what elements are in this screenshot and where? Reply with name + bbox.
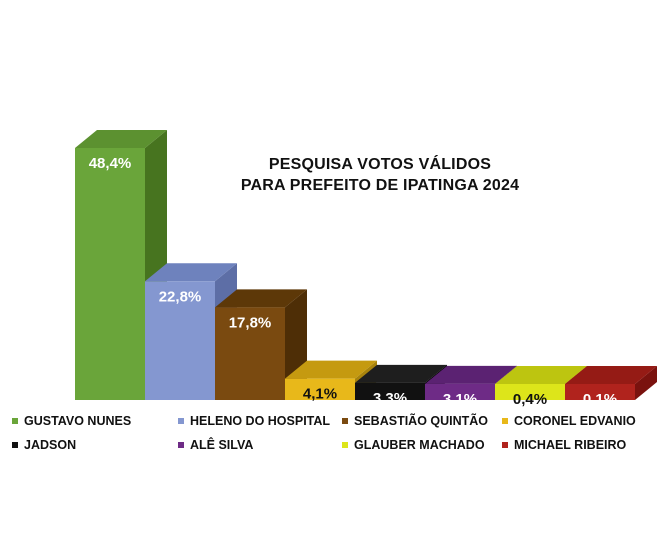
chart-title: PESQUISA VOTOS VÁLIDOS <box>268 156 492 173</box>
legend-label: GLAUBER MACHADO <box>354 438 485 452</box>
legend-item-coronel-edvanio: CORONEL EDVANIO <box>502 414 636 428</box>
data-label-heleno-do-hospital: 22,8% <box>159 288 202 305</box>
chart-subtitle: PARA PREFEITO DE IPATINGA 2024 <box>240 177 520 194</box>
bar-coronel-edvanio <box>285 378 355 400</box>
legend-item-heleno-do-hospital: HELENO DO HOSPITAL <box>178 414 330 428</box>
legend-item-ale-silva: ALÊ SILVA <box>178 438 253 452</box>
legend-swatch <box>502 418 508 424</box>
bar-top-jadson <box>355 364 447 383</box>
bar-glauber-machado <box>495 384 565 400</box>
bar-side-michael-ribeiro <box>635 366 657 400</box>
bar-top-michael-ribeiro <box>565 366 657 384</box>
legend-item-glauber-machado: GLAUBER MACHADO <box>342 438 485 452</box>
bar-top-sebastiao-quintao <box>215 289 307 308</box>
bars-group <box>75 130 657 400</box>
data-label-glauber-machado: 0,4% <box>513 391 547 408</box>
legend-label: ALÊ SILVA <box>190 438 254 452</box>
bar-michael-ribeiro <box>565 384 635 400</box>
data-label-coronel-edvanio: 4,1% <box>303 386 337 403</box>
bar-jadson <box>355 382 425 400</box>
bar-top-glauber-machado <box>495 366 587 384</box>
legend-label: GUSTAVO NUNES <box>24 414 132 428</box>
bar-top-ale-silva <box>425 365 517 384</box>
bar-top-coronel-edvanio <box>285 360 377 379</box>
legend-label: MICHAEL RIBEIRO <box>514 438 627 452</box>
legend-swatch <box>12 442 18 448</box>
legend-label: HELENO DO HOSPITAL <box>190 414 331 428</box>
legend-item-jadson: JADSON <box>12 438 76 452</box>
bar-ale-silva <box>425 383 495 400</box>
legend-label: CORONEL EDVANIO <box>514 414 636 428</box>
legend-swatch <box>502 442 508 448</box>
legend-item-sebastiao-quintao: SEBASTIÃO QUINTÃO <box>342 414 488 428</box>
legend-item-gustavo-nunes: GUSTAVO NUNES <box>12 414 131 428</box>
data-label-sebastiao-quintao: 17,8% <box>229 314 272 331</box>
legend-label: JADSON <box>24 438 77 452</box>
data-label-jadson: 3,3% <box>373 390 407 407</box>
legend-swatch <box>342 442 348 448</box>
bar-sebastiao-quintao <box>215 307 285 400</box>
data-label-ale-silva: 3,1% <box>443 391 477 408</box>
bar-top-gustavo-nunes <box>75 130 167 148</box>
bar-gustavo-nunes <box>75 148 145 400</box>
legend-swatch <box>178 418 184 424</box>
bar-top-heleno-do-hospital <box>145 263 237 282</box>
legend-label: SEBASTIÃO QUINTÃO <box>354 414 489 428</box>
legend-swatch <box>342 418 348 424</box>
legend-item-michael-ribeiro: MICHAEL RIBEIRO <box>502 438 626 452</box>
bar-heleno-do-hospital <box>145 281 215 400</box>
data-labels-group: 48,4% 22,8% 17,8% 4,1% 3,3% 3,1% 0,4% 0,1% <box>89 155 617 408</box>
legend-swatch <box>178 442 184 448</box>
legend-swatch <box>12 418 18 424</box>
data-label-gustavo-nunes: 48,4% <box>89 155 132 172</box>
data-label-michael-ribeiro: 0,1% <box>583 391 617 408</box>
